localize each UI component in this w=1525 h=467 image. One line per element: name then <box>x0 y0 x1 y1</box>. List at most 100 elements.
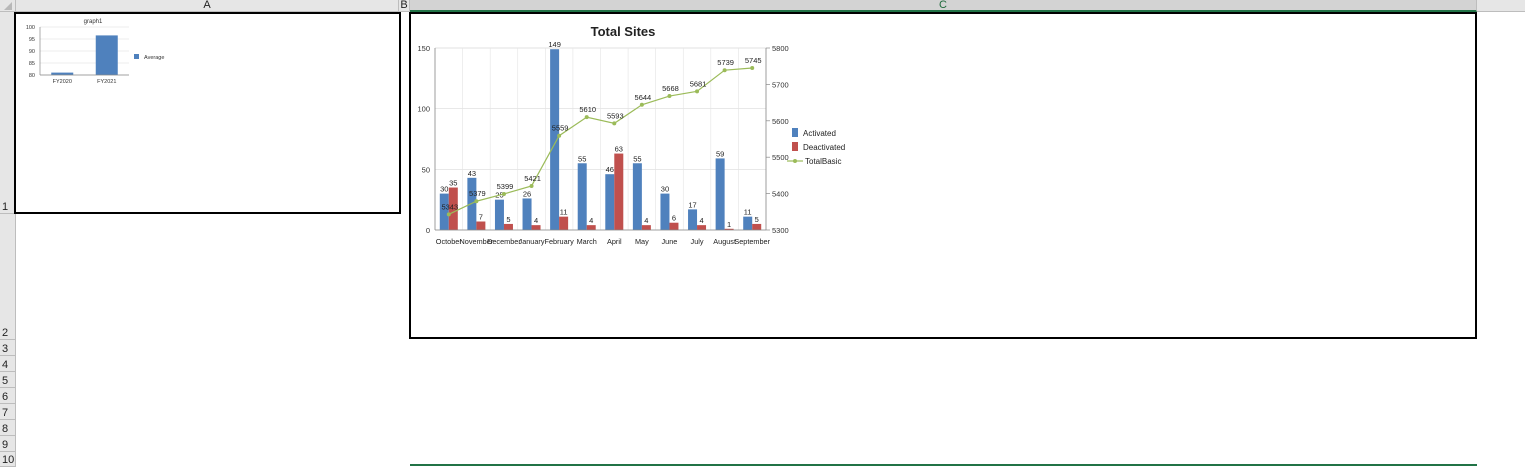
bar-deactivated <box>641 225 651 230</box>
totalbasic-point <box>695 89 700 94</box>
graph1-legend-swatch-average <box>134 54 139 59</box>
graph1-bar <box>51 72 74 75</box>
bar-activated <box>439 193 449 230</box>
bar-deactivated <box>614 153 624 230</box>
bar-deactivated-data-label: 6 <box>672 214 676 223</box>
x-axis-tick-label: June <box>662 237 678 246</box>
totalbasic-data-label: 5379 <box>469 189 486 198</box>
row-header-4[interactable]: 4 <box>0 356 16 372</box>
bar-deactivated-data-label: 4 <box>534 216 538 225</box>
right-axis-tick-label: 5800 <box>772 44 789 53</box>
legend-marker-totalbasic <box>793 159 797 163</box>
bar-activated <box>550 49 560 230</box>
select-all-corner[interactable] <box>0 0 16 12</box>
row-header-8[interactable]: 8 <box>0 420 16 436</box>
bar-activated-data-label: 26 <box>523 189 531 198</box>
legend-swatch-deactivated <box>792 142 798 151</box>
bar-activated <box>715 158 725 230</box>
totalbasic-data-label: 5593 <box>607 111 624 120</box>
graph1-y-tick-label: 80 <box>29 73 35 79</box>
total-sites-chart[interactable]: Total Sites 0 50 100 150 5300 5400 5500 5600 57… <box>409 12 1477 339</box>
bar-deactivated-data-label: 35 <box>449 179 457 188</box>
bar-deactivated-data-label: 5 <box>755 215 759 224</box>
x-axis-tick-label: January <box>519 237 545 246</box>
x-axis-tick-label: April <box>607 237 622 246</box>
column-header-blank <box>1477 0 1525 12</box>
row-header-7[interactable]: 7 <box>0 404 16 420</box>
bar-deactivated <box>697 225 707 230</box>
row-header-10[interactable]: 10 <box>0 452 16 467</box>
left-axis-tick-label: 50 <box>422 165 430 174</box>
select-all-triangle-icon <box>4 2 12 10</box>
bar-deactivated <box>503 223 513 230</box>
bar-deactivated <box>531 225 541 230</box>
total-sites-right-axis: 5300 5400 5500 5600 5700 5800 <box>765 44 789 235</box>
graph1-bars <box>51 35 118 75</box>
bar-activated <box>494 199 504 230</box>
totalbasic-point <box>446 212 451 217</box>
bar-activated <box>605 174 615 230</box>
bar-deactivated-data-label: 1 <box>727 220 731 229</box>
bar-deactivated-data-label: 7 <box>479 213 483 222</box>
graph1-x-tick-label: FY2021 <box>97 79 116 85</box>
totalbasic-data-label: 5399 <box>497 182 514 191</box>
bar-activated-data-label: 11 <box>744 208 752 217</box>
bar-activated-data-label: 30 <box>440 185 448 194</box>
bar-activated <box>660 193 670 230</box>
totalbasic-data-label: 5559 <box>552 124 569 133</box>
graph1-x-tick-label: FY2020 <box>53 79 72 85</box>
bar-deactivated <box>586 225 596 230</box>
right-axis-tick-label: 5300 <box>772 226 789 235</box>
column-header-b[interactable]: B <box>399 0 410 12</box>
left-axis-tick-label: 0 <box>426 226 430 235</box>
row-header-5[interactable]: 5 <box>0 372 16 388</box>
totalbasic-point <box>584 115 589 120</box>
row-header-9[interactable]: 9 <box>0 436 16 452</box>
bar-deactivated <box>448 187 458 230</box>
bar-deactivated-data-label: 11 <box>560 208 568 217</box>
right-axis-tick-label: 5700 <box>772 80 789 89</box>
graph1-y-tick-label: 90 <box>29 49 35 55</box>
bar-deactivated-data-label: 63 <box>615 145 623 154</box>
row-header-2[interactable]: 2 <box>0 214 16 340</box>
x-axis-tick-label: October <box>436 237 463 246</box>
bar-activated <box>688 209 698 230</box>
graph1-y-tick-label: 100 <box>26 25 35 31</box>
totalbasic-data-label: 5668 <box>662 84 679 93</box>
totalbasic-data-label: 5739 <box>717 58 734 67</box>
totalbasic-point <box>501 191 506 196</box>
x-axis-tick-label: May <box>635 237 649 246</box>
left-axis-tick-label: 150 <box>417 44 430 53</box>
totalbasic-point <box>529 183 534 188</box>
bar-deactivated-data-label: 4 <box>644 216 648 225</box>
bar-activated <box>577 163 587 230</box>
right-axis-tick-label: 5600 <box>772 117 789 126</box>
bar-deactivated <box>559 216 569 230</box>
row-header-3[interactable]: 3 <box>0 340 16 356</box>
graph1-bar <box>95 35 118 75</box>
graph1-chart-svg: graph1 80 85 90 95 100 FY2020 FY2021 Average <box>26 19 165 85</box>
graph1-chart[interactable]: graph1 80 85 90 95 100 FY2020 FY2021 Average <box>14 12 401 214</box>
totalbasic-data-label: 5610 <box>579 105 596 114</box>
column-header-c[interactable]: C <box>410 0 1477 12</box>
totalbasic-point <box>639 102 644 107</box>
bar-activated-data-label: 55 <box>633 154 641 163</box>
totalbasic-series-line <box>448 67 753 215</box>
bar-deactivated <box>752 223 762 230</box>
x-axis-tick-label: February <box>545 237 575 246</box>
graph1-y-tick-label: 85 <box>29 61 35 67</box>
bar-deactivated <box>669 222 679 230</box>
bar-activated <box>632 163 642 230</box>
bar-activated <box>743 216 753 230</box>
bar-activated <box>522 198 532 230</box>
x-axis-tick-label: December <box>487 237 521 246</box>
total-sites-left-axis: 0 50 100 150 <box>417 44 436 235</box>
bar-activated-data-label: 59 <box>716 149 724 158</box>
row-header-6[interactable]: 6 <box>0 388 16 404</box>
totalbasic-point <box>667 94 672 99</box>
bar-activated-data-label: 30 <box>661 185 669 194</box>
column-header-a[interactable]: A <box>16 0 399 12</box>
legend-label-deactivated: Deactivated <box>803 143 845 152</box>
totalbasic-point <box>474 199 479 204</box>
